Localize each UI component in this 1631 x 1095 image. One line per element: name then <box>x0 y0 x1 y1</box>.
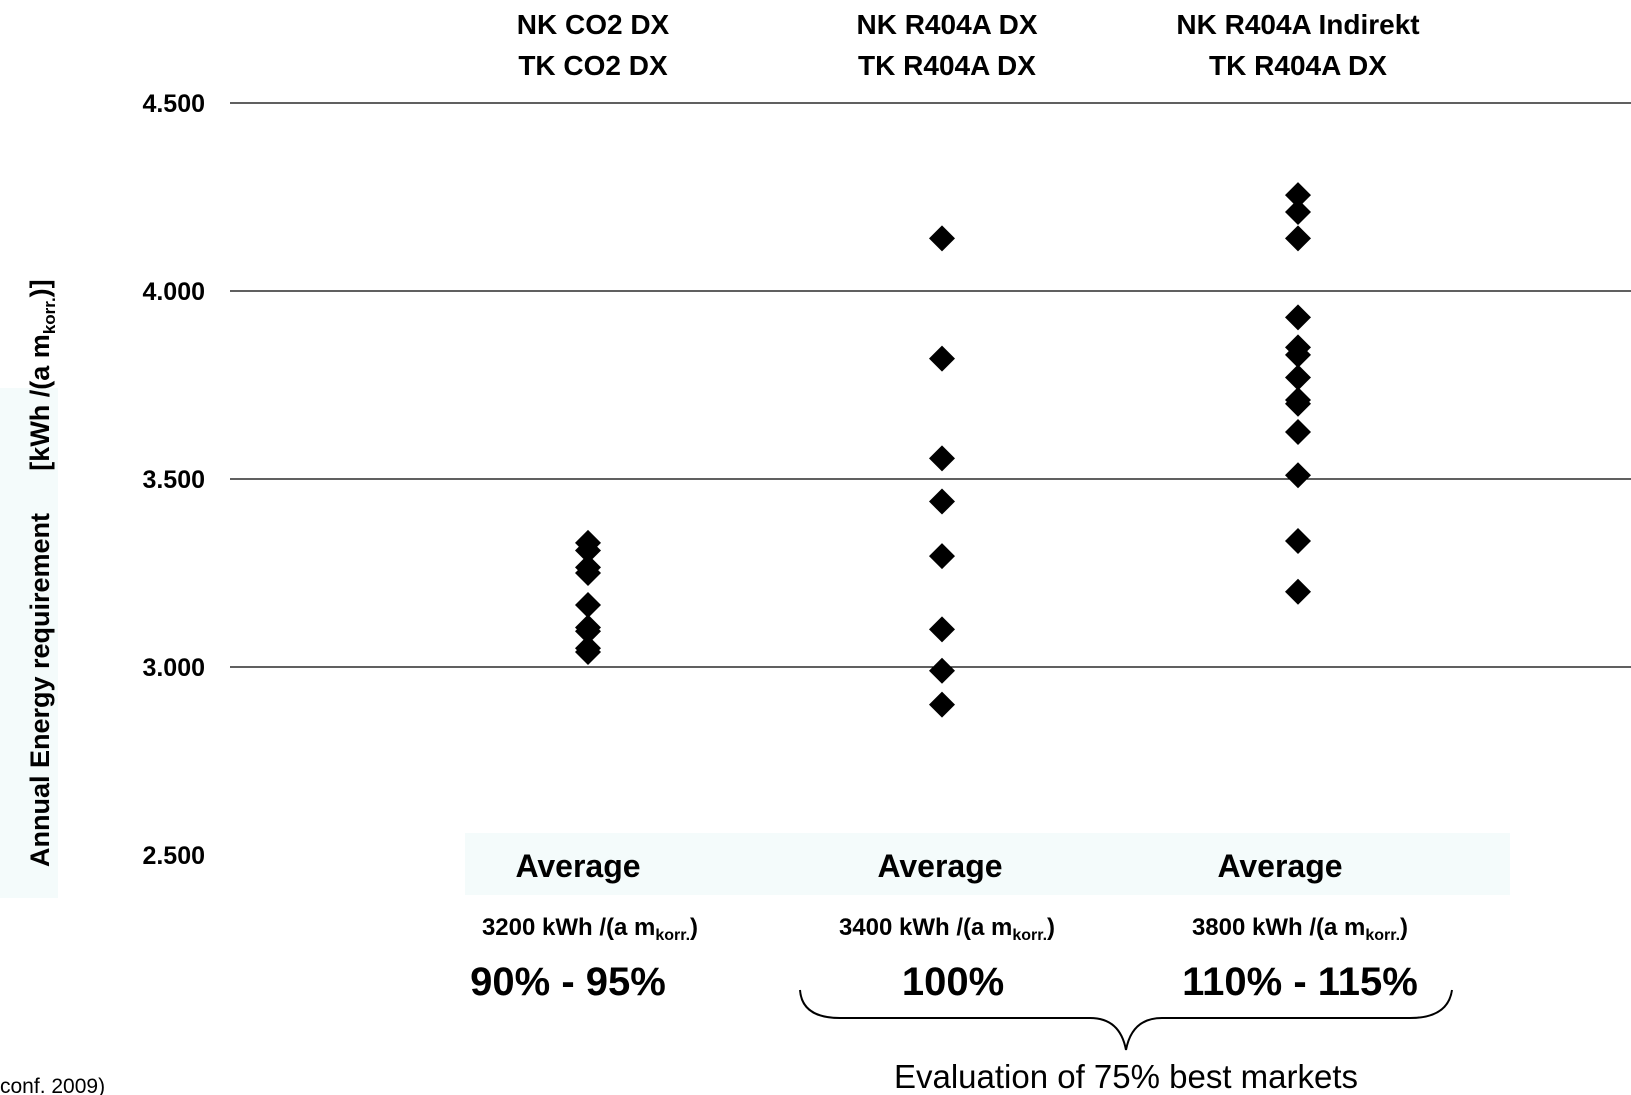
data-point <box>1285 199 1311 226</box>
y-axis-unit: [kWh /(a mkorr.)] <box>25 279 59 470</box>
data-point <box>575 618 601 645</box>
data-point <box>575 638 601 665</box>
data-point <box>929 691 955 718</box>
group-header-line2: TK R404A DX <box>858 50 1036 81</box>
data-point <box>1285 182 1311 209</box>
group-header-line1: NK R404A Indirekt <box>1176 9 1419 40</box>
data-point <box>929 543 955 570</box>
data-point <box>929 225 955 252</box>
y-tick-label: 4.000 <box>142 278 205 306</box>
group-header-line2: TK CO2 DX <box>518 50 668 81</box>
data-point <box>1285 304 1311 331</box>
average-value: 3800 kWh /(a mkorr.) <box>1192 914 1408 944</box>
data-point <box>1285 419 1311 445</box>
data-point <box>575 537 601 564</box>
average-value-suffix: ) <box>1400 914 1408 941</box>
average-value-prefix: 3200 kWh /(a m <box>482 914 655 941</box>
y-axis-unit-sub: korr. <box>40 297 59 334</box>
data-point <box>1285 225 1311 252</box>
group-header-line2: TK R404A DX <box>1209 50 1387 81</box>
data-point <box>1285 341 1311 368</box>
data-point <box>1285 578 1311 605</box>
group-bracket <box>799 989 1453 1051</box>
group-headers: NK CO2 DX TK CO2 DX NK R404A DX TK R404A DX… <box>517 9 1420 81</box>
data-point <box>575 560 601 586</box>
data-point <box>929 445 955 472</box>
data-point <box>1285 462 1311 489</box>
average-value-sub: korr. <box>655 927 690 944</box>
y-tick-label: 3.500 <box>142 466 205 494</box>
data-point <box>929 345 955 372</box>
average-title: Average <box>877 848 1002 884</box>
group-header-line1: NK CO2 DX <box>517 9 670 40</box>
source-note: conf. 2009) <box>0 1075 105 1095</box>
y-tick-labels: 4.500 4.000 3.500 3.000 2.500 <box>142 90 205 870</box>
average-percent: 100% <box>902 960 1004 1004</box>
data-points <box>575 182 1311 718</box>
average-percent: 110% - 115% <box>1182 960 1418 1004</box>
gridlines <box>230 102 1631 668</box>
y-axis-label: Annual Energy requirement <box>25 513 55 867</box>
y-axis-unit-suffix: )] <box>25 279 55 297</box>
average-panel-background <box>465 833 1510 895</box>
average-value-sub: korr. <box>1365 927 1400 944</box>
average-title: Average <box>1217 848 1342 884</box>
data-point <box>575 591 601 618</box>
y-tick-label: 2.500 <box>142 842 205 870</box>
average-value-sub: korr. <box>1012 927 1047 944</box>
y-axis-unit-prefix: [kWh /(a m <box>25 334 55 471</box>
data-point <box>929 488 955 515</box>
average-value-suffix: ) <box>690 914 698 941</box>
average-value: 3200 kWh /(a mkorr.) <box>482 914 698 944</box>
average-title: Average <box>515 848 640 884</box>
group-header-line1: NK R404A DX <box>856 9 1037 40</box>
y-axis-label-main: Annual Energy requirement <box>25 513 55 867</box>
average-value-suffix: ) <box>1047 914 1055 941</box>
data-point <box>1285 390 1311 417</box>
data-point <box>929 657 955 684</box>
bracket-note: Evaluation of 75% best markets <box>894 1058 1358 1095</box>
y-axis-label-background <box>0 388 58 898</box>
data-point <box>1285 364 1311 391</box>
average-percent: 90% - 95% <box>470 960 666 1004</box>
average-value: 3400 kWh /(a mkorr.) <box>839 914 1055 944</box>
y-tick-label: 3.000 <box>142 654 205 682</box>
y-tick-label: 4.500 <box>142 90 205 118</box>
average-value-prefix: 3400 kWh /(a m <box>839 914 1012 941</box>
average-value-prefix: 3800 kWh /(a m <box>1192 914 1365 941</box>
data-point <box>1285 528 1311 555</box>
data-point <box>929 616 955 643</box>
